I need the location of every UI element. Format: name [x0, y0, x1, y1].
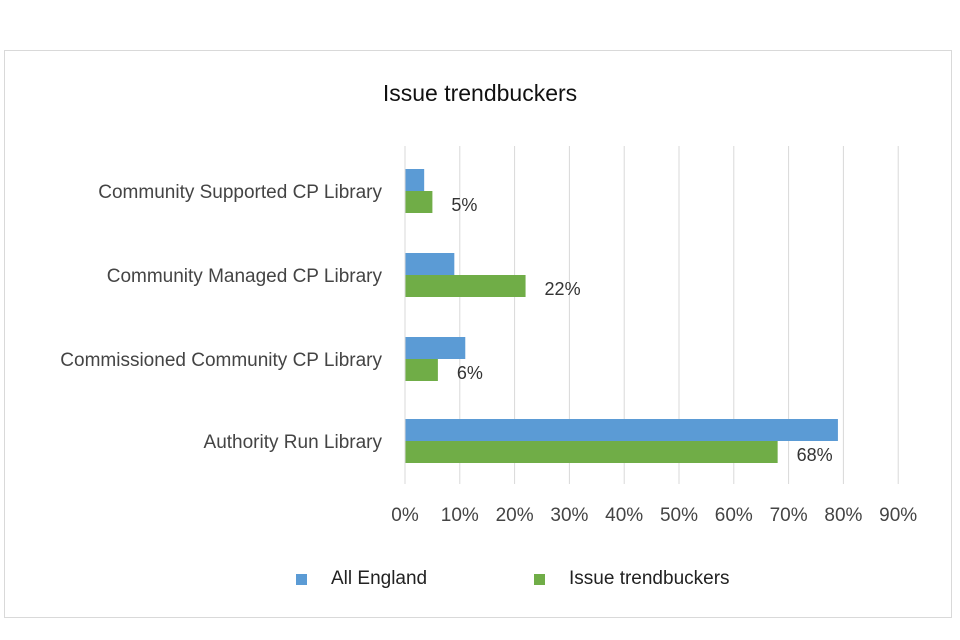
bar-issue-trendbuckers	[405, 275, 526, 297]
legend-item-issue-trendbuckers: Issue trendbuckers	[534, 568, 730, 590]
bar-issue-trendbuckers	[405, 359, 438, 381]
x-tick-label: 70%	[770, 505, 808, 526]
x-tick-label: 80%	[824, 505, 862, 526]
category-label: Authority Run Library	[204, 432, 383, 453]
x-tick-label: 60%	[715, 505, 753, 526]
legend-item-all-england: All England	[296, 568, 427, 590]
bar-all-england	[405, 253, 455, 275]
legend-label-issue-trendbuckers: Issue trendbuckers	[569, 568, 730, 589]
data-label: 5%	[451, 195, 477, 215]
data-label: 68%	[797, 445, 833, 465]
x-tick-label: 10%	[441, 505, 479, 526]
x-tick-label: 30%	[550, 505, 588, 526]
category-label: Community Supported CP Library	[98, 182, 382, 203]
bar-all-england	[405, 169, 425, 191]
bar-all-england	[405, 337, 466, 359]
chart-frame	[4, 50, 952, 618]
x-tick-label: 40%	[605, 505, 643, 526]
category-label: Community Managed CP Library	[107, 266, 383, 287]
legend-swatch-issue-trendbuckers	[534, 573, 545, 585]
legend-label-all-england: All England	[331, 568, 428, 589]
category-label: Commissioned Community CP Library	[60, 350, 382, 371]
x-tick-label: 90%	[879, 505, 917, 526]
data-label: 22%	[545, 279, 581, 299]
legend-swatch-all-england	[296, 573, 307, 585]
x-tick-label: 20%	[496, 505, 534, 526]
x-tick-label: 50%	[660, 505, 698, 526]
bar-issue-trendbuckers	[405, 191, 433, 213]
x-tick-label: 0%	[391, 505, 419, 526]
chart-legend: All England Issue trendbuckers	[0, 568, 960, 596]
bar-issue-trendbuckers	[405, 441, 778, 463]
data-label: 6%	[457, 363, 483, 383]
bar-all-england	[405, 419, 838, 441]
chart-title: Issue trendbuckers	[382, 80, 578, 106]
